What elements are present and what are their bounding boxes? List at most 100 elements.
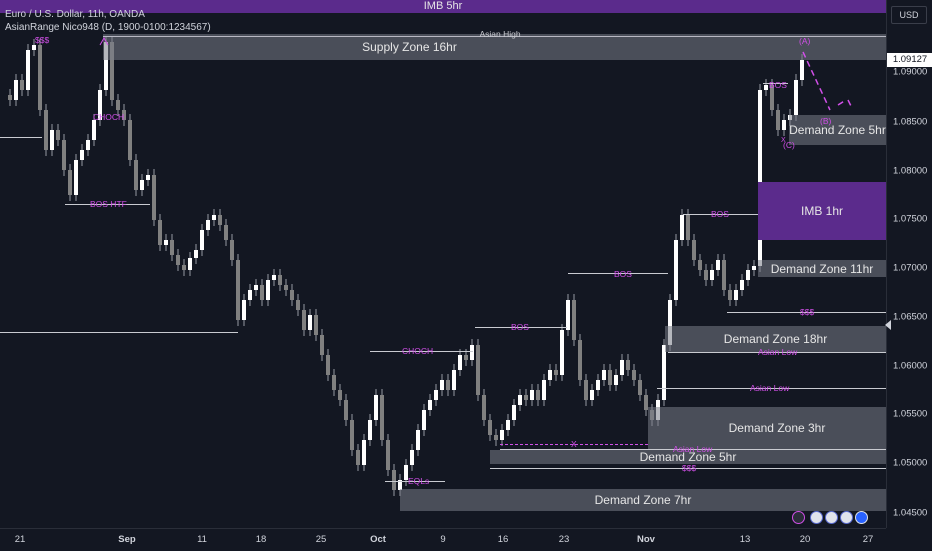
candle-up <box>194 250 198 258</box>
candle-down <box>176 255 180 265</box>
candle-down <box>326 355 330 375</box>
candle-up <box>746 270 750 280</box>
time-tick: Oct <box>370 534 386 545</box>
left-level-line-1 <box>0 137 42 138</box>
candle-down <box>476 345 480 395</box>
asian-low-line-2 <box>657 388 886 389</box>
liquidity-top-label: $$$ <box>35 35 50 45</box>
candle-up <box>794 80 798 115</box>
bos-label-3: BOS <box>711 209 729 219</box>
flag-icon-1[interactable] <box>810 511 823 524</box>
candle-down <box>68 170 72 195</box>
candle-down <box>482 395 486 420</box>
candle-down <box>704 270 708 280</box>
time-tick: 23 <box>558 534 570 545</box>
candle-down <box>314 315 318 335</box>
candle-down <box>158 220 162 245</box>
currency-button[interactable]: USD <box>891 6 927 24</box>
candle-down <box>320 335 324 355</box>
candle-down <box>554 370 558 375</box>
asian-low-label-1: Asian Low <box>758 347 798 357</box>
candle-up <box>590 390 594 400</box>
candle-down <box>692 240 696 260</box>
price-scale[interactable]: USD 1.09127 1.09000 1.08500 1.08000 1.07500… <box>885 0 932 528</box>
candle-up <box>248 290 252 300</box>
candle-down <box>380 395 384 440</box>
indicator-legend[interactable]: AsianRange Nico948 (D, 1900-0100:1234567… <box>5 22 211 33</box>
candle-up <box>32 45 36 50</box>
asian-high-line <box>103 36 886 37</box>
candle-up <box>518 395 522 405</box>
flag-icon-4[interactable] <box>855 511 868 524</box>
chart-area[interactable]: IMB 5hr Euro / U.S. Dollar, 11h, OANDA A… <box>0 0 886 528</box>
liquidity-mid-label: $$$ <box>800 307 815 317</box>
asian-high-label: Asian High <box>479 29 521 39</box>
candle-up <box>758 90 762 266</box>
wave-c-label: (C) <box>783 140 795 150</box>
candle-down <box>488 420 492 435</box>
candle-down <box>446 380 450 390</box>
symbol-title[interactable]: Euro / U.S. Dollar, 11h, OANDA <box>5 9 145 20</box>
eqls-line <box>385 481 445 482</box>
candle-down <box>170 240 174 255</box>
candle-down <box>344 400 348 420</box>
candle-down <box>236 260 240 320</box>
time-tick: 21 <box>14 534 26 545</box>
asian-low-line-3 <box>500 449 886 450</box>
candle-down <box>332 375 336 390</box>
time-tick: 9 <box>440 534 446 545</box>
candle-down <box>296 300 300 310</box>
demand-zone-11hr: Demand Zone 11hr <box>758 260 886 277</box>
candle-up <box>362 440 366 465</box>
price-tick: 1.06500 <box>893 311 928 323</box>
candle-up <box>752 266 756 270</box>
candle-down <box>284 285 288 290</box>
candle-up <box>800 60 804 80</box>
candle-up <box>542 380 546 400</box>
candle-down <box>218 215 222 225</box>
bos-htf-line <box>65 204 150 205</box>
candle-up <box>164 240 168 245</box>
candle-up <box>272 275 276 280</box>
bos-line-4 <box>763 83 788 84</box>
flag-icon-2[interactable] <box>825 511 838 524</box>
candle-up <box>266 280 270 300</box>
time-scale[interactable]: 21 Sep 11 18 25 Oct 9 16 23 Nov 13 20 27 <box>0 528 886 551</box>
price-tick: 1.04500 <box>893 507 928 519</box>
candle-down <box>44 110 48 150</box>
candle-down <box>728 290 732 300</box>
candle-up <box>104 42 108 90</box>
scroll-arrow-icon[interactable] <box>885 320 891 330</box>
wave-b-label: (B) <box>820 116 832 126</box>
candle-down <box>116 100 120 110</box>
x-label: X <box>571 439 577 449</box>
price-tick: 1.08500 <box>893 116 928 128</box>
bos-label-2: BOS <box>614 269 632 279</box>
candle-up <box>374 395 378 420</box>
lightning-icon[interactable] <box>792 511 805 524</box>
candle-up <box>602 370 606 380</box>
candle-down <box>572 300 576 340</box>
price-tick: 1.07500 <box>893 213 928 225</box>
symbol-header[interactable]: Euro / U.S. Dollar, 11h, OANDA AsianRang… <box>5 8 211 34</box>
candle-up <box>368 420 372 440</box>
choch-label-1: CHOCH <box>93 112 125 122</box>
demand-zone-18hr-label: Demand Zone 18hr <box>723 332 828 346</box>
time-tick: Sep <box>118 534 136 545</box>
demand-zone-18hr: Demand Zone 18hr <box>665 326 886 352</box>
candle-down <box>386 440 390 470</box>
demand-zone-5hr-low: Demand Zone 5hr <box>490 450 886 464</box>
candle-up <box>98 90 102 120</box>
bos-label-4: BOS <box>769 80 787 90</box>
time-tick: 27 <box>862 534 874 545</box>
price-tick: 1.07000 <box>893 262 928 274</box>
candle-up <box>200 230 204 250</box>
candle-up <box>566 300 570 330</box>
flag-icon-3[interactable] <box>840 511 853 524</box>
candle-down <box>638 380 642 395</box>
candle-down <box>260 285 264 300</box>
candle-down <box>338 390 342 400</box>
candle-down <box>626 360 630 370</box>
candle-down <box>584 380 588 400</box>
candle-down <box>122 110 126 120</box>
